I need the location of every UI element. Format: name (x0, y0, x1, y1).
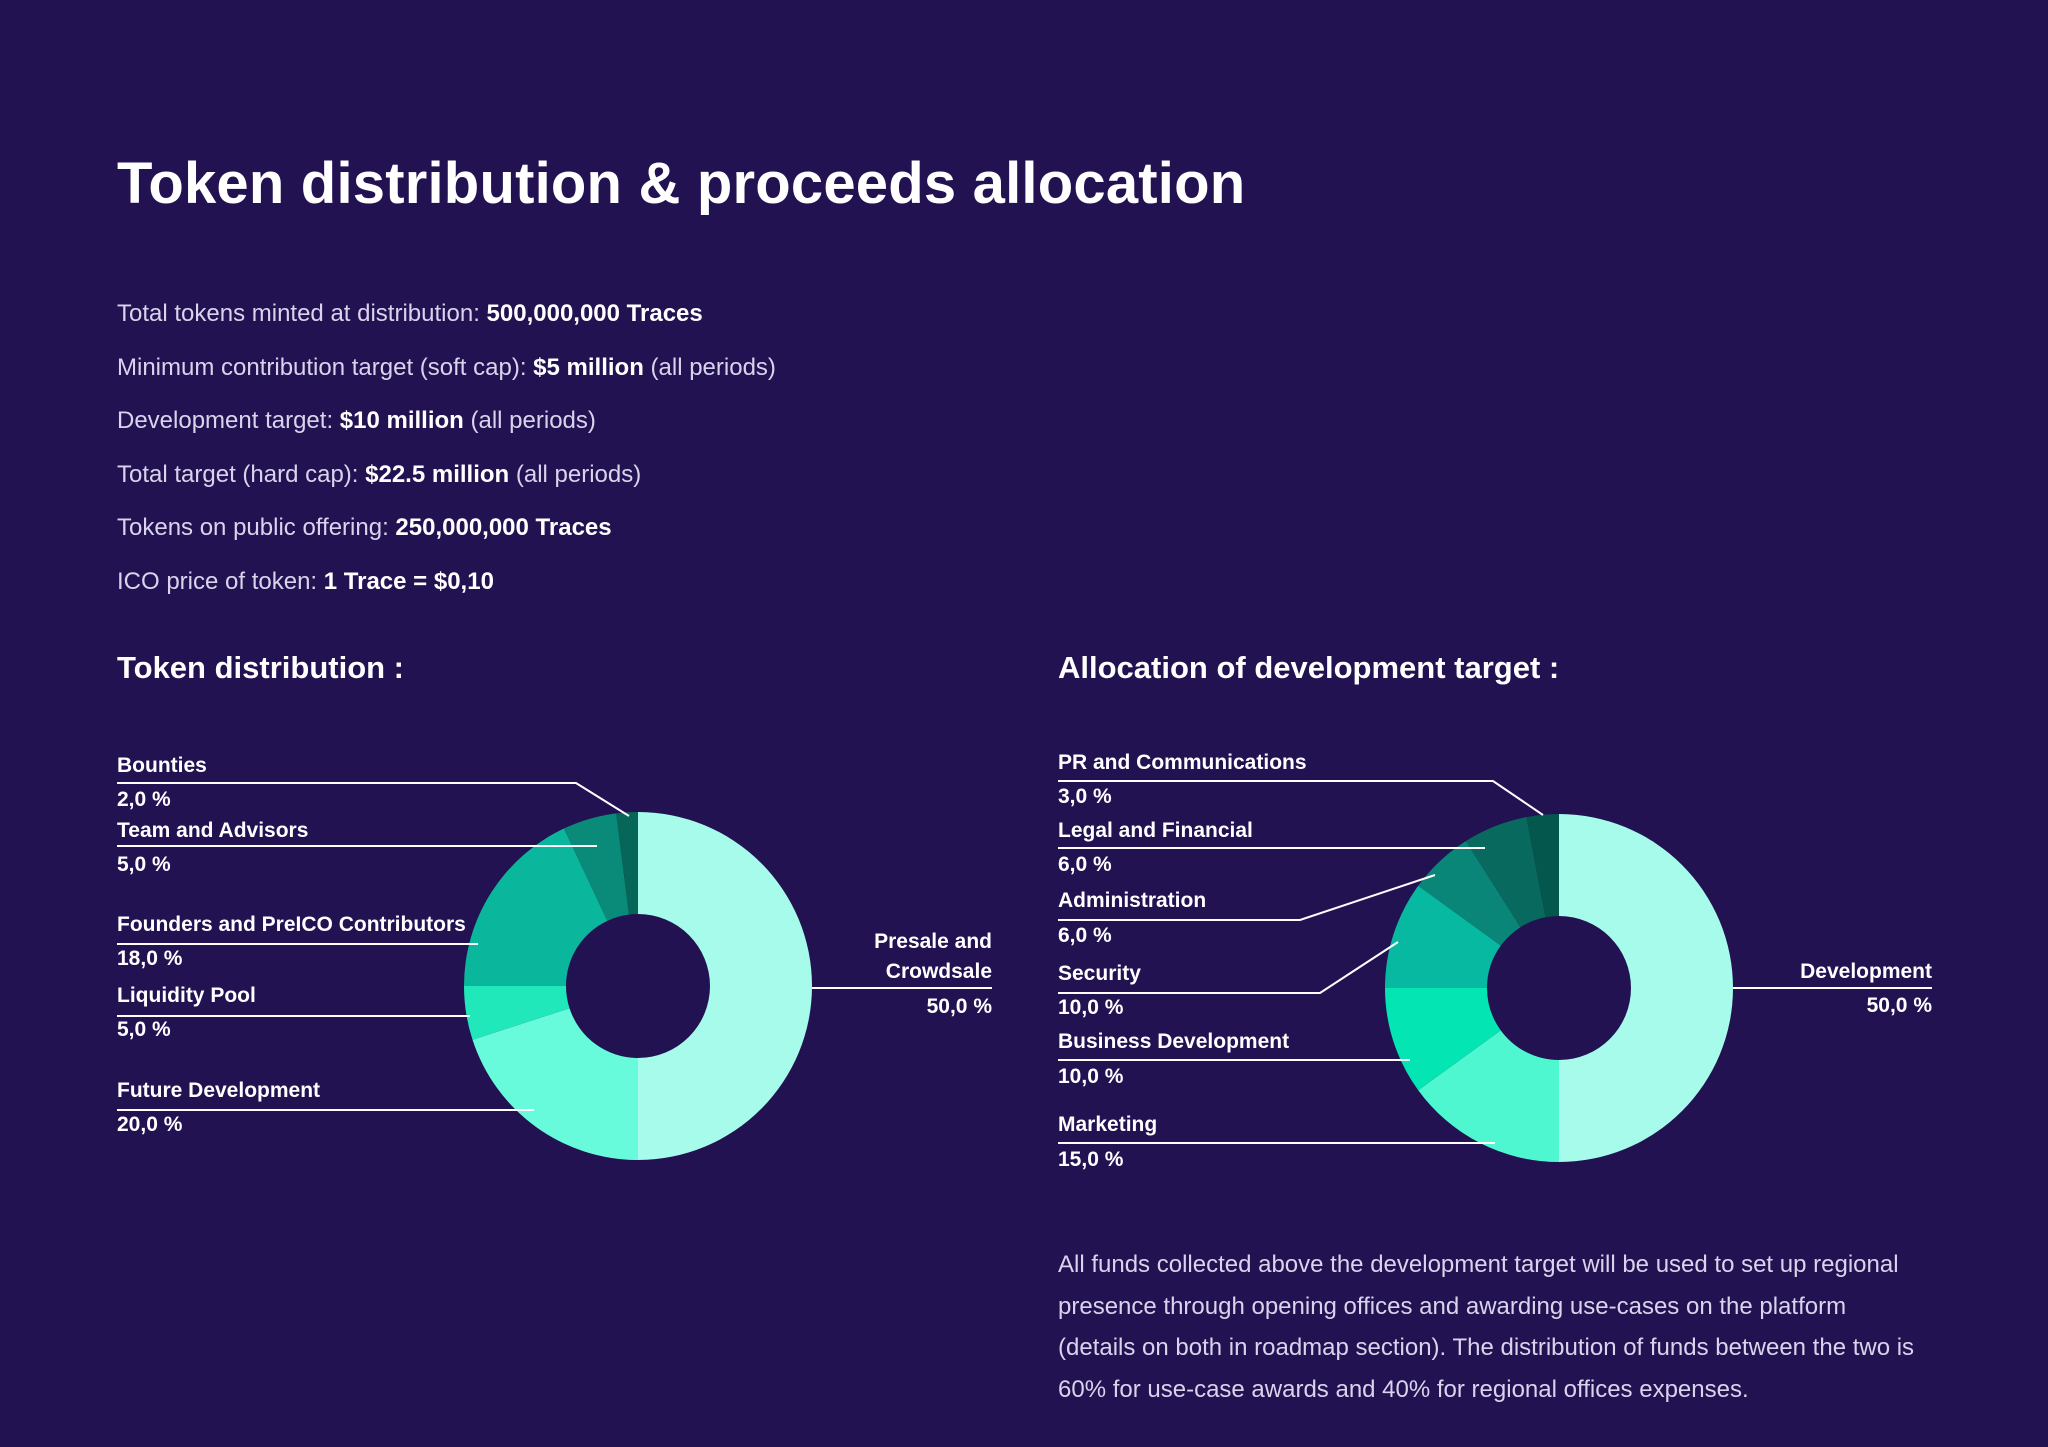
slice-value-bounties: 2,0 % (117, 788, 171, 811)
slice-label-future-development: Future Development (117, 1079, 320, 1102)
slice-bounties (616, 812, 638, 915)
slice-value-development: 50,0 % (1867, 994, 1933, 1017)
fact-value: 250,000,000 Traces (395, 514, 612, 541)
slice-label-pr-and-communications: PR and Communications (1058, 751, 1307, 774)
token-distribution-title: Token distribution : (117, 650, 405, 685)
slice-value-pr-and-communications: 3,0 % (1058, 785, 1112, 808)
fact-label: Minimum contribution target (soft cap): (117, 353, 534, 381)
slice-future-development (472, 1008, 638, 1160)
slice-value-liquidity-pool: 5,0 % (117, 1018, 171, 1041)
slice-presale-and-crowdsale (638, 812, 812, 1160)
fact-public-offering: Tokens on public offering: 250,000,000 T… (117, 510, 776, 564)
fact-development-target: Development target: $10 million (all per… (117, 403, 776, 457)
slice-label-team-and-advisors: Team and Advisors (117, 819, 308, 842)
slice-label-founders-and-preico-contributors: Founders and PreICO Contributors (117, 913, 466, 936)
slice-value-administration: 6,0 % (1058, 924, 1112, 947)
slice-security (1385, 885, 1501, 988)
fact-soft-cap: Minimum contribution target (soft cap): … (117, 350, 776, 404)
slice-value-legal-and-financial: 6,0 % (1058, 853, 1112, 876)
slice-pr-and-communications (1526, 814, 1559, 918)
fact-value: 500,000,000 Traces (486, 300, 703, 327)
fact-label: ICO price of token: (117, 567, 324, 595)
slice-founders-and-preico-contributors (464, 828, 608, 986)
fact-total-tokens: Total tokens minted at distribution: 500… (117, 296, 776, 350)
leader-line-bounties (117, 782, 630, 817)
slice-label-security: Security (1058, 962, 1141, 985)
slice-development (1559, 814, 1733, 1162)
slice-label-presale-and-crowdsale: Crowdsale (886, 960, 992, 983)
development-allocation-donut: Development 50,0 % Marketing 15,0 % Business… (1058, 751, 1932, 1171)
leader-line-security (1058, 941, 1399, 994)
slice-value-founders-and-preico-contributors: 18,0 % (117, 947, 183, 970)
slice-label-bounties: Bounties (117, 754, 207, 777)
fact-suffix: (all periods) (509, 460, 642, 488)
slice-value-future-development: 20,0 % (117, 1113, 183, 1136)
slice-legal-and-financial (1465, 817, 1546, 928)
fact-label: Development target: (117, 407, 340, 434)
leader-line-administration (1058, 874, 1436, 921)
page-title: Token distribution & proceeds allocation (117, 151, 1246, 216)
slice-business-development (1385, 988, 1501, 1091)
slice-administration (1418, 841, 1521, 946)
fact-value: $5 million (533, 353, 644, 381)
slice-marketing (1418, 1030, 1559, 1162)
slice-liquidity-pool (464, 986, 570, 1040)
slice-value-marketing: 15,0 % (1058, 1148, 1124, 1171)
slice-label-legal-and-financial: Legal and Financial (1058, 819, 1253, 842)
slice-label-business-development: Business Development (1058, 1030, 1289, 1053)
slice-label-presale-and-crowdsale: Presale and (874, 930, 992, 953)
fact-value: $22.5 million (365, 460, 510, 488)
slice-label-administration: Administration (1058, 889, 1206, 912)
fact-value: 1 Trace = $0,10 (323, 567, 494, 595)
slice-value-presale-and-crowdsale: 50,0 % (927, 995, 993, 1018)
slice-label-development: Development (1800, 960, 1932, 983)
fact-ico-price: ICO price of token: 1 Trace = $0,10 (117, 564, 776, 618)
slice-value-business-development: 10,0 % (1058, 1065, 1124, 1088)
fact-suffix: (all periods) (643, 353, 776, 381)
token-distribution-donut: Presale and Crowdsale 50,0 % Future Develop… (117, 754, 992, 1160)
slice-value-team-and-advisors: 5,0 % (117, 853, 171, 876)
facts-list: Total tokens minted at distribution: 500… (117, 296, 776, 617)
fact-suffix: (all periods) (463, 407, 596, 434)
slice-label-liquidity-pool: Liquidity Pool (117, 984, 256, 1007)
leader-line-pr-and-communications (1058, 780, 1544, 816)
slice-label-marketing: Marketing (1058, 1113, 1157, 1136)
fact-label: Total tokens minted at distribution: (117, 300, 487, 327)
slice-value-security: 10,0 % (1058, 996, 1124, 1019)
fact-value: $10 million (339, 407, 464, 434)
fact-hard-cap: Total target (hard cap): $22.5 million (… (117, 457, 776, 511)
development-allocation-title: Allocation of development target : (1058, 650, 1560, 685)
slice-team-and-advisors (563, 813, 629, 921)
fact-label: Total target (hard cap): (117, 460, 366, 488)
funds-note: All funds collected above the developmen… (1058, 1251, 1915, 1403)
fact-label: Tokens on public offering: (117, 514, 396, 541)
